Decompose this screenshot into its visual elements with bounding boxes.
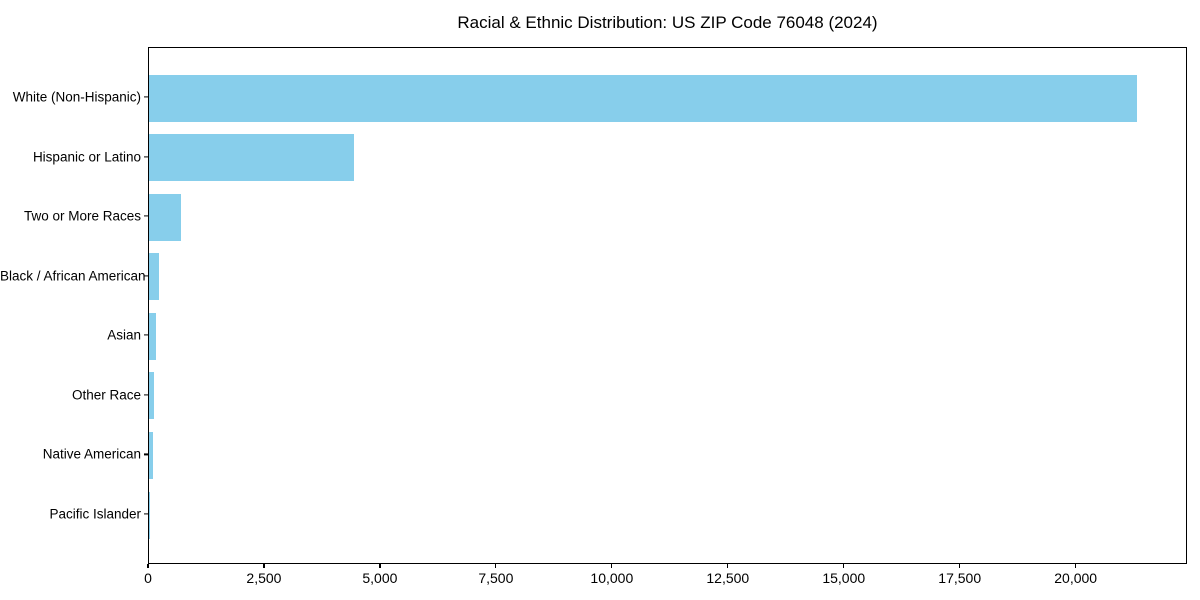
y-axis-label: Black / African American: [0, 267, 146, 283]
x-tick: [727, 564, 729, 568]
bar-white-non-hispanic: [149, 74, 1137, 122]
y-tick: [144, 453, 148, 456]
x-tick: [147, 564, 149, 568]
bar-native-american: [149, 431, 154, 479]
x-tick: [843, 564, 845, 568]
chart-title: Racial & Ethnic Distribution: US ZIP Cod…: [457, 13, 878, 32]
y-axis-label: Asian: [107, 327, 141, 343]
y-tick: [144, 275, 148, 277]
x-tick: [611, 564, 613, 568]
bar-hispanic-or-latino: [149, 134, 355, 182]
x-tick-label: 12,500: [706, 570, 750, 586]
x-tick-label: 20,000: [1054, 570, 1098, 586]
x-tick: [263, 564, 265, 568]
bar-black-african-american: [149, 253, 159, 301]
y-tick: [144, 334, 148, 336]
x-tick: [959, 564, 961, 568]
y-tick: [144, 394, 148, 396]
y-axis-label: White (Non-Hispanic): [12, 89, 141, 105]
y-axis-label: Pacific Islander: [49, 506, 141, 522]
bar-asian: [149, 312, 156, 360]
x-tick-label: 5,000: [362, 570, 398, 586]
bar-other-race: [149, 372, 155, 420]
y-tick: [144, 513, 148, 515]
y-tick: [144, 155, 148, 158]
x-tick: [1075, 564, 1077, 568]
y-axis-label: Two or More Races: [23, 208, 141, 224]
y-tick: [144, 215, 148, 217]
x-tick-label: 2,500: [246, 570, 282, 586]
x-tick-label: 10,000: [590, 570, 634, 586]
y-axis-label: Hispanic or Latino: [32, 148, 141, 164]
x-tick-label: 7,500: [478, 570, 514, 586]
plot-area: [148, 47, 1187, 564]
bar-two-or-more-races: [149, 193, 181, 241]
y-axis-label: Other Race: [71, 387, 141, 403]
bar-pacific-islander: [149, 491, 151, 539]
x-tick-label: 0: [144, 570, 152, 586]
x-tick-label: 15,000: [822, 570, 866, 586]
y-tick: [144, 96, 148, 98]
x-tick-label: 17,500: [938, 570, 982, 586]
x-tick: [379, 564, 381, 568]
y-axis-label: Native American: [42, 446, 141, 462]
x-tick: [495, 564, 497, 568]
